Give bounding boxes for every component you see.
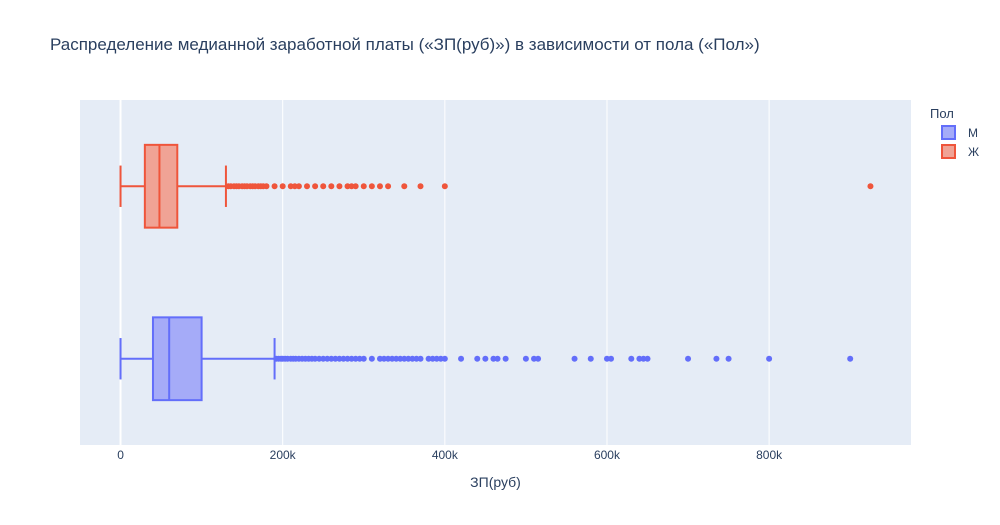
outlier-point[interactable] xyxy=(713,355,720,362)
outlier-point[interactable] xyxy=(867,183,874,190)
outlier-point[interactable] xyxy=(766,355,773,362)
legend-title: Пол xyxy=(930,106,954,121)
x-axis-label: ЗП(руб) xyxy=(470,474,521,490)
legend-item-m[interactable]: М xyxy=(941,125,978,140)
outlier-point[interactable] xyxy=(441,183,448,190)
legend-label: Ж xyxy=(968,145,979,159)
outlier-point[interactable] xyxy=(458,355,465,362)
iqr-box[interactable] xyxy=(151,316,203,402)
outlier-point[interactable] xyxy=(376,183,383,190)
outlier-point[interactable] xyxy=(271,183,278,190)
outlier-point[interactable] xyxy=(482,355,489,362)
outlier-point[interactable] xyxy=(417,355,424,362)
outlier-point[interactable] xyxy=(295,183,302,190)
x-tick-label: 200k xyxy=(270,448,297,462)
outlier-point[interactable] xyxy=(320,183,327,190)
x-tick-label: 400k xyxy=(432,448,459,462)
outlier-point[interactable] xyxy=(385,183,392,190)
outlier-point[interactable] xyxy=(685,355,692,362)
outlier-point[interactable] xyxy=(847,355,854,362)
box-trace-zh[interactable] xyxy=(119,143,874,229)
outlier-point[interactable] xyxy=(535,355,542,362)
outlier-point[interactable] xyxy=(587,355,594,362)
iqr-box[interactable] xyxy=(143,143,179,229)
plot-area xyxy=(80,100,911,445)
outlier-point[interactable] xyxy=(628,355,635,362)
box-traces xyxy=(119,143,874,402)
outlier-point[interactable] xyxy=(417,183,424,190)
outlier-point[interactable] xyxy=(502,355,509,362)
gridlines xyxy=(119,100,770,445)
outlier-point[interactable] xyxy=(328,183,335,190)
outlier-point[interactable] xyxy=(644,355,651,362)
box-trace-m[interactable] xyxy=(119,316,854,402)
x-tick-label: 0 xyxy=(117,448,124,462)
outlier-point[interactable] xyxy=(263,183,270,190)
outlier-point[interactable] xyxy=(304,183,311,190)
outlier-point[interactable] xyxy=(725,355,732,362)
x-tick-label: 800k xyxy=(756,448,783,462)
outlier-point[interactable] xyxy=(441,355,448,362)
outlier-point[interactable] xyxy=(474,355,481,362)
outlier-point[interactable] xyxy=(571,355,578,362)
legend[interactable]: Пол МЖ xyxy=(930,106,979,159)
legend-label: М xyxy=(968,126,978,140)
outlier-point[interactable] xyxy=(336,183,343,190)
chart-title: Распределение медианной заработной платы… xyxy=(50,35,760,54)
outlier-point[interactable] xyxy=(279,183,286,190)
legend-swatch xyxy=(941,125,956,140)
outlier-point[interactable] xyxy=(352,183,359,190)
outlier-point[interactable] xyxy=(368,355,375,362)
outlier-point[interactable] xyxy=(368,183,375,190)
outlier-point[interactable] xyxy=(360,355,367,362)
outlier-point[interactable] xyxy=(360,183,367,190)
outlier-point[interactable] xyxy=(494,355,501,362)
outlier-point[interactable] xyxy=(608,355,615,362)
x-axis-ticks: 0 200k 400k 600k 800k xyxy=(117,448,783,462)
legend-item-zh[interactable]: Ж xyxy=(941,144,979,159)
outlier-point[interactable] xyxy=(401,183,408,190)
outlier-point[interactable] xyxy=(522,355,529,362)
x-tick-label: 600k xyxy=(594,448,621,462)
outlier-point[interactable] xyxy=(312,183,319,190)
legend-swatch xyxy=(941,144,956,159)
